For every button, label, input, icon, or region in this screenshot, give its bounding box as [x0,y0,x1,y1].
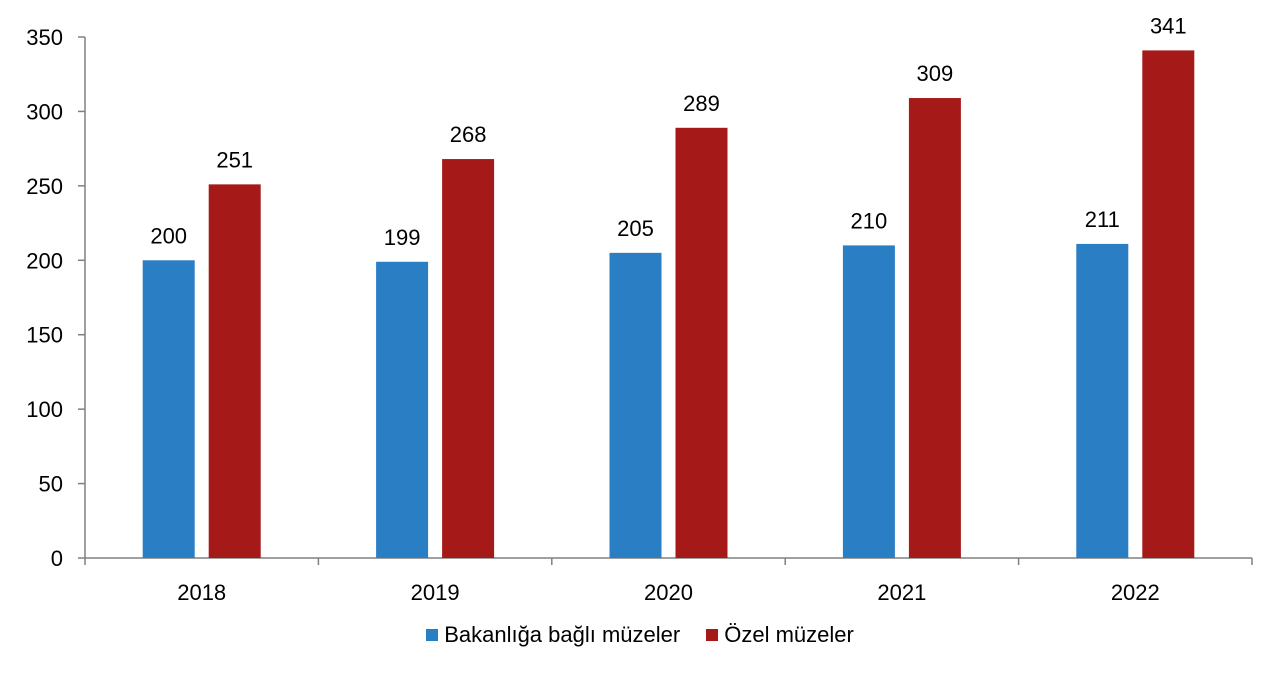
bar-bakanliga-bagli [142,260,195,558]
y-tick-label: 200 [26,248,63,273]
bar-bakanliga-bagli [842,245,895,558]
data-label: 200 [150,223,187,248]
data-label: 268 [450,122,487,147]
legend-label: Özel müzeler [724,622,854,647]
legend-label: Bakanlığa bağlı müzeler [444,622,681,647]
x-tick-label: 2019 [411,580,460,605]
x-tick-label: 2018 [177,580,226,605]
legend: Bakanlığa bağlı müzeler Özel müzeler [0,622,1280,648]
data-label: 309 [917,61,954,86]
legend-item-ozel: Özel müzeler [706,622,854,648]
bar-ozel [208,184,261,558]
data-label: 251 [216,147,253,172]
y-tick-label: 300 [26,99,63,124]
legend-swatch-blue [426,629,439,641]
y-tick-label: 350 [26,25,63,50]
legend-item-bakanliga-bagli: Bakanlığa bağlı müzeler [426,622,680,648]
x-tick-label: 2020 [644,580,693,605]
bar-ozel [675,127,728,558]
x-tick-label: 2022 [1111,580,1160,605]
y-tick-label: 250 [26,174,63,199]
data-label: 199 [384,225,421,250]
data-label: 205 [617,216,654,241]
bar-ozel [908,98,961,558]
y-tick-label: 150 [26,323,63,348]
data-label: 210 [851,208,888,233]
data-label: 211 [1085,207,1120,232]
bar-bakanliga-bagli [1076,243,1129,558]
data-label: 341 [1150,13,1187,38]
data-label: 289 [683,91,720,116]
bar-ozel [442,159,495,558]
bar-ozel [1142,50,1195,558]
bar-bakanliga-bagli [376,261,429,558]
y-tick-label: 0 [51,546,63,571]
y-tick-label: 100 [26,397,63,422]
bar-bakanliga-bagli [609,252,662,559]
y-tick-label: 50 [39,472,63,497]
legend-swatch-red [706,629,719,641]
x-tick-label: 2021 [877,580,926,605]
